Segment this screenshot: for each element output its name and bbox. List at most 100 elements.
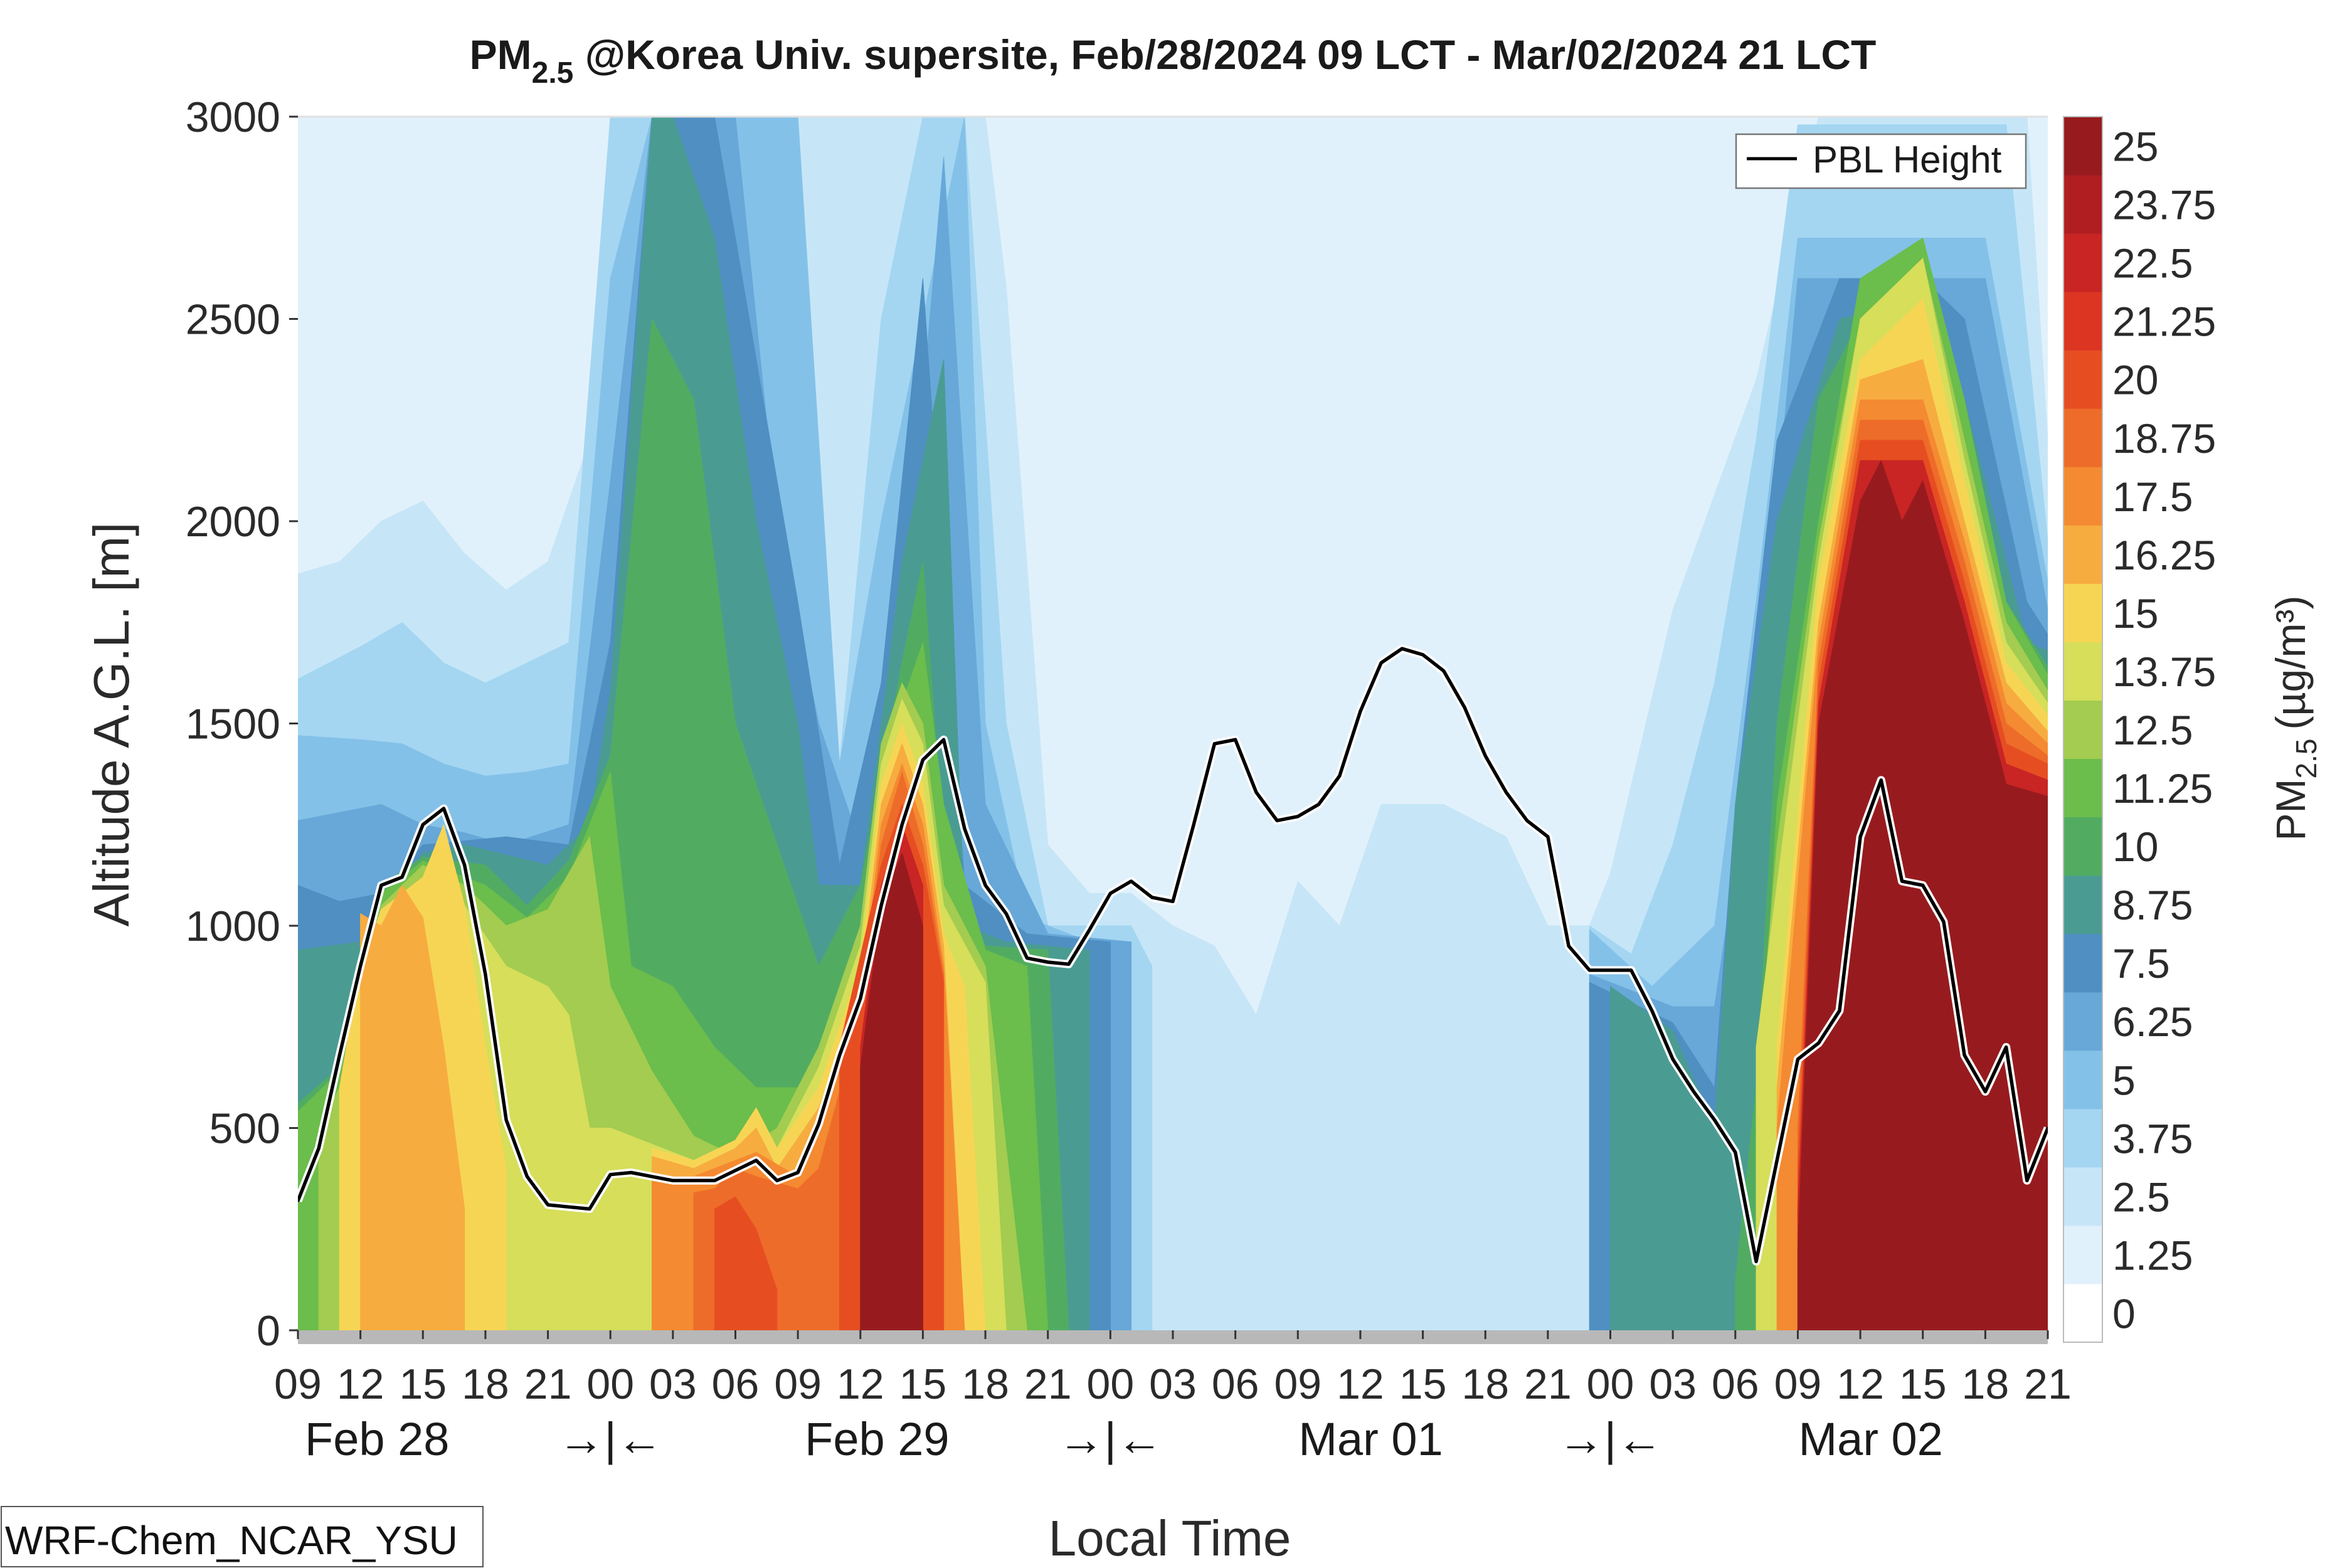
colorbar-label-1: 1.25 <box>2112 1232 2193 1278</box>
x-tick-label-1: 12 <box>337 1360 384 1408</box>
pbl-point-38 <box>1088 928 1091 931</box>
pbl-point-70 <box>1755 1260 1757 1263</box>
colorbar-swatch-11 <box>2063 642 2102 701</box>
x-axis-date-labels: Feb 28 →|← Feb 29 →|← Mar 01 →|← Mar 02 <box>305 1413 1943 1465</box>
pbl-point-61 <box>1567 945 1571 948</box>
pbl-point-55 <box>1442 669 1445 672</box>
x-tick-label-11: 18 <box>961 1360 1009 1408</box>
colorbar-label-17: 21.25 <box>2112 299 2216 345</box>
pbl-point-71 <box>1776 1159 1779 1162</box>
pbl-point-1 <box>317 1147 320 1150</box>
pbl-point-27 <box>859 997 862 1000</box>
colorbar-label-4: 5 <box>2112 1057 2136 1103</box>
pbl-point-17 <box>650 1175 654 1178</box>
pbl-point-2 <box>338 1054 341 1057</box>
colorbar-label-13: 16.25 <box>2112 532 2216 578</box>
pbl-point-13 <box>567 1205 570 1209</box>
pbl-point-45 <box>1234 738 1237 741</box>
pbl-point-6 <box>421 823 425 826</box>
x-axis-label: Local Time <box>1049 1510 1291 1566</box>
pbl-point-84 <box>2047 1126 2048 1130</box>
colorbar-label-20: 25 <box>2112 124 2158 170</box>
colorbar-swatch-15 <box>2063 408 2102 467</box>
x-tick-label-15: 06 <box>1212 1360 1259 1408</box>
x-tick-label-22: 03 <box>1649 1360 1697 1408</box>
pbl-point-5 <box>401 876 404 879</box>
date-label-4: Mar 01 <box>1298 1413 1443 1465</box>
field-level-16_25-region-23 <box>360 885 465 1330</box>
pbl-point-44 <box>1213 742 1216 745</box>
pbl-point-24 <box>797 1171 800 1174</box>
colorbar-label-11: 13.75 <box>2112 649 2216 695</box>
pbl-point-48 <box>1296 815 1300 818</box>
colorbar-label-15: 18.75 <box>2112 415 2216 462</box>
pbl-point-8 <box>463 864 466 867</box>
pbl-point-25 <box>817 1123 820 1125</box>
model-label-text: WRF-Chem_NCAR_YSU <box>5 1518 458 1563</box>
x-tick-label-17: 12 <box>1337 1360 1384 1408</box>
pbl-point-56 <box>1463 706 1466 709</box>
x-tick-label-16: 09 <box>1274 1360 1322 1408</box>
pbl-point-75 <box>1859 835 1862 839</box>
colorbar-swatch-5 <box>2063 992 2102 1051</box>
date-label-6: Mar 02 <box>1799 1413 1943 1465</box>
model-label-frame <box>1 1506 484 1567</box>
pbl-point-67 <box>1692 1090 1695 1093</box>
y-tick-label-0: 0 <box>257 1307 280 1355</box>
colorbar-label-16: 20 <box>2112 357 2158 403</box>
x-tick-label-4: 21 <box>524 1360 572 1408</box>
y-tick-label-1000: 1000 <box>186 903 280 950</box>
pbl-point-81 <box>1984 1090 1987 1093</box>
pbl-point-60 <box>1546 835 1549 839</box>
x-tick-label-18: 15 <box>1399 1360 1447 1408</box>
colorbar-swatch-14 <box>2063 467 2102 526</box>
pbl-point-66 <box>1671 1057 1675 1061</box>
x-tick-label-26: 15 <box>1899 1360 1947 1408</box>
pbl-point-80 <box>1963 1054 1966 1057</box>
colorbar-label-7: 8.75 <box>2112 882 2193 928</box>
pbl-point-72 <box>1796 1057 1799 1061</box>
pbl-point-57 <box>1484 755 1487 758</box>
pbl-point-16 <box>630 1171 633 1174</box>
pbl-point-58 <box>1505 791 1508 794</box>
colorbar-label-3: 3.75 <box>2112 1115 2193 1162</box>
x-tick-label-21: 00 <box>1587 1360 1634 1408</box>
pbl-point-34 <box>1005 912 1008 915</box>
colorbar-label-2: 2.5 <box>2112 1173 2170 1220</box>
x-tick-label-5: 00 <box>586 1360 634 1408</box>
pbl-point-52 <box>1380 661 1383 664</box>
field-level-25-region-35 <box>860 852 923 1330</box>
pbl-point-63 <box>1609 968 1612 972</box>
colorbar-label-0: 0 <box>2112 1291 2136 1337</box>
pbl-point-9 <box>484 973 487 976</box>
colorbar: 0 1.25 2.5 3.75 5 6.25 7.5 8.75 10 11.25 12.5 13.75… <box>2063 116 2216 1343</box>
pbl-point-20 <box>713 1179 716 1182</box>
colorbar-frame <box>2063 116 2103 1343</box>
pbl-point-79 <box>1942 920 1945 923</box>
pbl-point-42 <box>1172 900 1174 903</box>
colorbar-label-12: 15 <box>2112 590 2158 637</box>
pbl-height-series <box>298 644 2048 1266</box>
model-label-box: WRF-Chem_NCAR_YSU <box>1 1506 484 1567</box>
pbl-point-32 <box>963 827 966 830</box>
pbl-point-73 <box>1817 1042 1820 1044</box>
colorbar-label-18: 22.5 <box>2112 240 2193 287</box>
pbl-point-26 <box>838 1054 841 1057</box>
pbl-point-3 <box>359 965 362 968</box>
pbl-point-31 <box>942 738 945 741</box>
x-tick-label-0: 09 <box>274 1360 322 1408</box>
y-tick-label-500: 500 <box>209 1105 280 1153</box>
x-tick-label-12: 21 <box>1024 1360 1072 1408</box>
pbl-point-46 <box>1254 791 1258 794</box>
colorbar-label-19: 23.75 <box>2112 182 2216 228</box>
colorbar-swatch-13 <box>2063 525 2102 584</box>
pbl-point-59 <box>1525 819 1528 822</box>
x-tick-label-9: 12 <box>837 1360 884 1408</box>
colorbar-swatch-10 <box>2063 700 2102 760</box>
pbl-point-23 <box>775 1179 778 1182</box>
x-tick-label-7: 06 <box>712 1360 760 1408</box>
x-tick-label-27: 18 <box>1962 1360 2010 1408</box>
pbl-point-10 <box>505 1118 508 1121</box>
date-label-5: →|← <box>1558 1413 1663 1465</box>
